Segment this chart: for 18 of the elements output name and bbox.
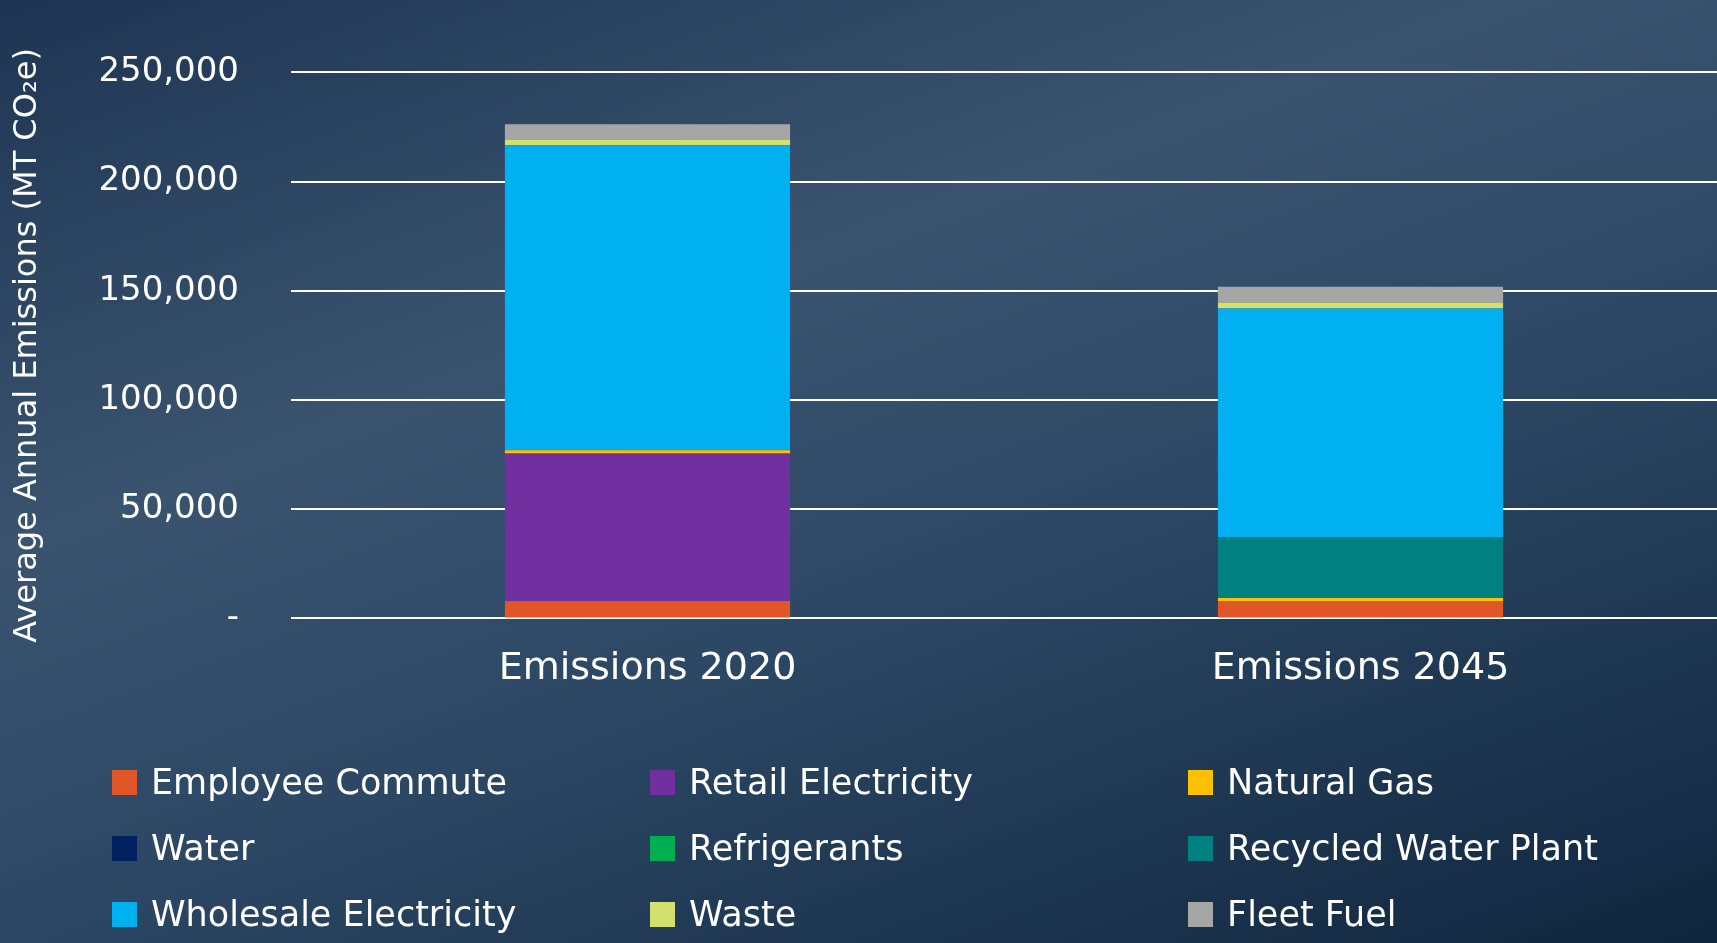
legend-label: Natural Gas — [1227, 761, 1435, 804]
legend-label: Refrigerants — [689, 827, 904, 870]
y-tick-label: 150,000 — [98, 267, 239, 308]
y-axis-title: Average Annual Emissions (MT CO₂e) — [5, 48, 44, 643]
legend-label: Fleet Fuel — [1227, 893, 1397, 936]
legend-label: Wholesale Electricity — [151, 893, 517, 936]
x-tick-label: Emissions 2020 — [498, 644, 797, 689]
legend-label: Recycled Water Plant — [1227, 827, 1598, 870]
legend-label: Waste — [689, 893, 797, 936]
y-tick-label: 100,000 — [98, 376, 239, 417]
y-tick-label: 50,000 — [120, 486, 239, 527]
legend-label: Water — [151, 827, 255, 870]
y-tick-label: 250,000 — [98, 49, 239, 90]
legend-label: Retail Electricity — [689, 761, 973, 804]
y-tick-label: 200,000 — [98, 158, 239, 199]
legend-label: Employee Commute — [151, 761, 507, 804]
y-tick-label: - — [226, 595, 239, 636]
x-tick-label: Emissions 2045 — [1211, 644, 1510, 689]
